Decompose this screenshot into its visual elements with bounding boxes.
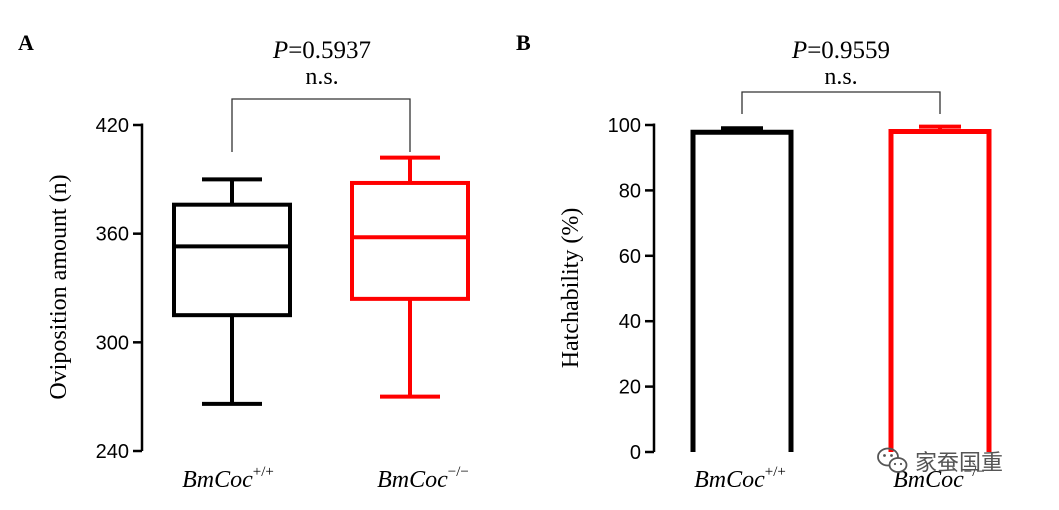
y-axis-label-a: Oviposition amount (n)	[46, 174, 72, 399]
significance-label-b: n.s.	[824, 64, 857, 90]
bar	[888, 129, 992, 452]
y-tick-label: 240	[96, 441, 129, 463]
y-tick-label: 420	[96, 115, 129, 137]
x-category-label: BmCoc+/+	[182, 464, 274, 493]
y-tick-label: 80	[619, 180, 641, 202]
y-tick-label: 20	[619, 377, 641, 399]
y-tick-label: 360	[96, 224, 129, 246]
x-category-labels-b: BmCoc+/+ BmCoc−/−	[694, 464, 985, 493]
box-marks-a	[172, 98, 470, 406]
y-tick-label: 60	[619, 246, 641, 268]
wechat-icon	[877, 447, 908, 473]
panel-letter-a: A	[18, 30, 34, 55]
category-superscript: −/−	[448, 464, 469, 480]
category-base: BmCoc	[377, 467, 448, 493]
y-tick-label: 40	[619, 311, 641, 333]
x-category-labels-a: BmCoc+/+ BmCoc−/−	[182, 464, 469, 493]
panel-b-bar-chart: B P=0.9559 n.s. Hatchability (%) 0 20 40 60…	[516, 30, 992, 493]
bar-marks-b	[690, 91, 992, 452]
y-axis-label-b: Hatchability (%)	[558, 208, 584, 369]
x-category-label: BmCoc+/+	[694, 464, 786, 493]
iqr-box	[172, 202, 292, 318]
bar-wild-type	[690, 126, 794, 452]
category-base: BmCoc	[694, 467, 765, 493]
significance-label-a: n.s.	[305, 64, 338, 90]
box-wild-type	[172, 177, 292, 406]
p-value-b: P=0.9559	[791, 37, 890, 64]
p-value-a: P=0.5937	[272, 37, 371, 64]
x-category-label: BmCoc−/−	[377, 464, 469, 493]
significance-bracket-b	[741, 91, 941, 114]
watermark: 家蚕国重	[877, 447, 1003, 476]
bar-knockout	[888, 124, 992, 452]
y-tick-label: 300	[96, 332, 129, 354]
category-superscript: +/+	[253, 464, 274, 480]
y-axis-b: 0 20 40 60 80 100	[608, 115, 656, 464]
iqr-box	[350, 180, 470, 301]
significance-bracket-a	[231, 98, 411, 152]
bar	[690, 129, 794, 452]
watermark-text: 家蚕国重	[915, 451, 1003, 476]
category-base: BmCoc	[182, 467, 253, 493]
x-category-label: BmCoc−/−	[893, 464, 985, 493]
category-superscript: +/+	[765, 464, 786, 480]
y-axis-a: 240 300 360 420	[96, 115, 144, 463]
panel-a-box-chart: A P=0.5937 n.s. Oviposition amount (n) 2…	[18, 30, 470, 493]
y-tick-label: 100	[608, 115, 641, 137]
category-superscript: −/−	[964, 464, 985, 480]
category-base: BmCoc	[893, 467, 964, 493]
y-tick-label: 0	[630, 442, 641, 464]
panel-letter-b: B	[516, 30, 531, 55]
box-knockout	[350, 155, 470, 399]
